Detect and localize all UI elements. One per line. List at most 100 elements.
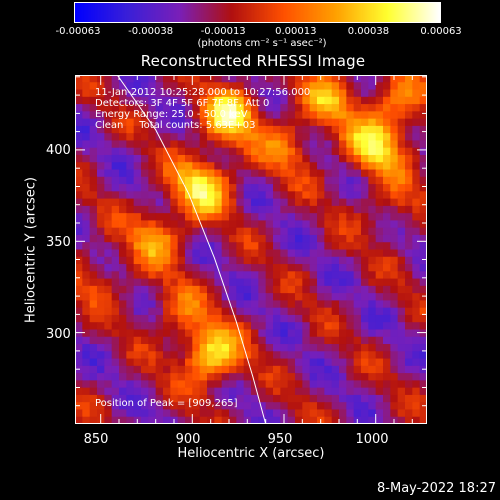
heatmap-cell — [177, 264, 186, 272]
y-tick-label-350: 350 — [46, 235, 71, 250]
colorbar-unit-label: (photons cm⁻² s⁻¹ asec⁻²) — [197, 38, 327, 49]
heatmap-cell — [397, 293, 406, 301]
heatmap-cell — [236, 409, 245, 418]
heatmap-cell — [133, 169, 142, 178]
heatmap-cell — [295, 176, 303, 185]
heatmap-cell — [192, 264, 201, 272]
heatmap-cell — [97, 104, 105, 112]
heatmap-cell — [361, 344, 369, 352]
heatmap-cell — [89, 82, 98, 91]
heatmap-cell — [287, 96, 296, 105]
heatmap-cell — [317, 402, 325, 411]
heatmap-cell — [419, 82, 427, 91]
heatmap-cell — [273, 380, 281, 389]
heatmap-cell — [229, 416, 237, 424]
heatmap-cell — [280, 96, 289, 105]
heatmap-cell — [309, 169, 318, 178]
heatmap-cell — [126, 271, 135, 280]
heatmap-cell — [251, 75, 259, 83]
heatmap-cell — [221, 82, 230, 91]
heatmap-cell — [163, 184, 171, 192]
heatmap-cell — [111, 314, 120, 323]
heatmap-cell — [405, 234, 413, 243]
heatmap-cell — [148, 322, 157, 331]
heatmap-cell — [133, 402, 142, 411]
heatmap-cell — [390, 227, 399, 236]
heatmap-cell — [229, 402, 237, 411]
heatmap-cell — [273, 198, 281, 207]
heatmap-cell — [155, 285, 164, 294]
heatmap-cell — [214, 242, 223, 251]
heatmap-cell — [141, 147, 149, 156]
heatmap-cell — [185, 285, 193, 294]
heatmap-cell — [273, 147, 281, 156]
heatmap-cell — [82, 387, 91, 396]
heatmap-cell — [126, 278, 135, 287]
heatmap-cell — [302, 75, 311, 83]
heatmap-cell — [375, 409, 384, 418]
heatmap-cell — [104, 322, 113, 331]
heatmap-cell — [258, 154, 267, 163]
heatmap-cell — [317, 242, 325, 251]
heatmap-cell — [331, 75, 340, 83]
heatmap-cell — [148, 373, 157, 381]
heatmap-cell — [368, 307, 377, 316]
heatmap-cell — [192, 394, 201, 403]
heatmap-cell — [302, 249, 311, 258]
heatmap-cell — [346, 184, 355, 192]
heatmap-cell — [133, 154, 142, 163]
heatmap-cell — [148, 256, 157, 265]
heatmap-cell — [361, 147, 369, 156]
heatmap-cell — [353, 104, 362, 112]
heatmap-cell — [185, 329, 193, 338]
heatmap-cell — [339, 285, 347, 294]
heatmap-cell — [214, 89, 223, 98]
heatmap-cell — [368, 198, 377, 207]
heatmap-cell — [185, 358, 193, 367]
heatmap-cell — [339, 344, 347, 352]
heatmap-cell — [126, 322, 135, 331]
heatmap-cell — [324, 125, 333, 134]
heatmap-cell — [207, 307, 215, 316]
heatmap-cell — [155, 351, 164, 360]
heatmap-cell — [177, 394, 186, 403]
heatmap-cell — [302, 402, 311, 411]
heatmap-cell — [280, 213, 289, 222]
heatmap-cell — [119, 249, 127, 258]
heatmap-cell — [221, 351, 230, 360]
heatmap-cell — [309, 329, 318, 338]
heatmap-cell — [97, 264, 105, 272]
heatmap-cell — [148, 249, 157, 258]
heatmap-cell — [221, 249, 230, 258]
heatmap-cell — [273, 409, 281, 418]
heatmap-cell — [383, 285, 391, 294]
heatmap-cell — [412, 358, 421, 367]
heatmap-cell — [133, 256, 142, 265]
heatmap-cell — [368, 409, 377, 418]
heatmap-cell — [295, 154, 303, 163]
heatmap-cell — [119, 329, 127, 338]
heatmap-cell — [126, 351, 135, 360]
heatmap-cell — [133, 227, 142, 236]
heatmap-cell — [243, 133, 252, 142]
heatmap-cell — [390, 329, 399, 338]
heatmap-cell — [317, 191, 325, 200]
heatmap-cell — [309, 373, 318, 381]
heatmap-cell — [111, 336, 120, 345]
heatmap-cell — [75, 198, 83, 207]
heatmap-cell — [155, 89, 164, 98]
heatmap-cell — [265, 111, 274, 120]
heatmap-cell — [324, 380, 333, 389]
heatmap-cell — [163, 227, 171, 236]
heatmap-cell — [317, 234, 325, 243]
heatmap-cell — [339, 234, 347, 243]
heatmap-cell — [89, 191, 98, 200]
heatmap-cell — [258, 409, 267, 418]
heatmap-cell — [97, 125, 105, 134]
heatmap-cell — [353, 89, 362, 98]
heatmap-cell — [324, 365, 333, 374]
heatmap-cell — [397, 351, 406, 360]
heatmap-cell — [368, 322, 377, 331]
colorbar-tick-label: 0.00038 — [347, 26, 390, 37]
heatmap-cell — [317, 285, 325, 294]
